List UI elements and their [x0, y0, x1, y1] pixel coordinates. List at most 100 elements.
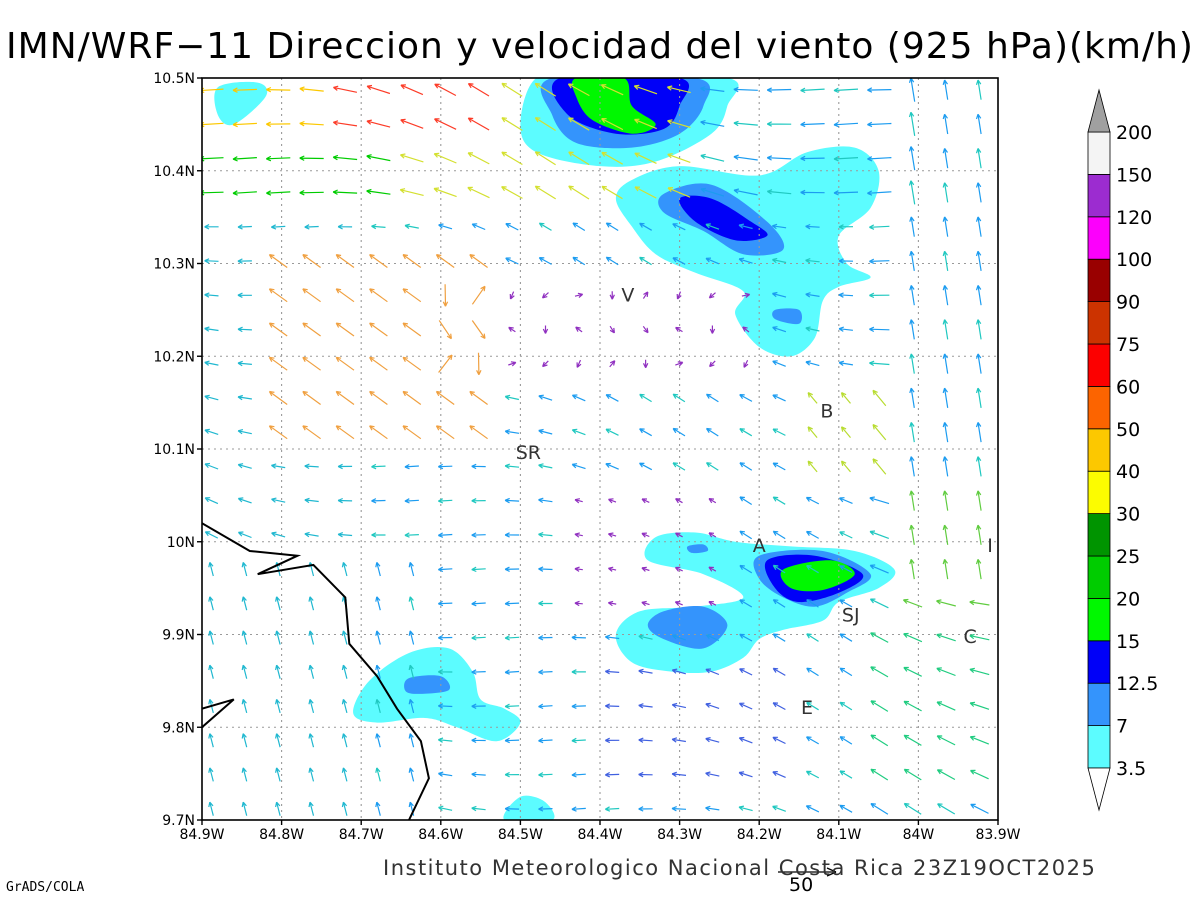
wind-vector — [942, 558, 949, 580]
wind-vector — [838, 258, 854, 264]
wind-vector — [538, 772, 553, 778]
wind-vector — [800, 121, 825, 128]
wind-vector — [433, 187, 457, 198]
wind-vector — [471, 320, 486, 340]
wind-vector — [708, 566, 717, 572]
wind-vector — [739, 668, 753, 676]
legend-label: 50 — [1116, 419, 1140, 441]
wind-vector — [232, 87, 257, 93]
wind-vector — [840, 460, 851, 473]
wind-vector — [869, 258, 890, 264]
wind-vector — [969, 701, 990, 710]
wind-vector — [605, 737, 620, 744]
wind-vector — [739, 633, 753, 642]
wind-vector — [705, 668, 720, 676]
wind-vector — [667, 119, 691, 129]
wind-vector — [541, 292, 549, 299]
wind-vector — [469, 254, 488, 268]
wind-vector — [642, 325, 649, 334]
wind-vector — [237, 463, 252, 469]
wind-vector — [501, 82, 523, 97]
wind-vector — [674, 566, 683, 572]
wind-vector — [208, 596, 214, 611]
wind-vector — [838, 326, 853, 332]
wind-vector — [806, 565, 819, 574]
wind-vector — [538, 222, 552, 231]
wind-vector — [538, 600, 553, 607]
x-tick-label: 84.4W — [577, 827, 622, 843]
wind-vector — [805, 292, 820, 298]
y-tick-label: 10.3N — [153, 257, 195, 273]
wind-vector — [375, 664, 381, 679]
wind-vector — [404, 223, 419, 229]
wind-vector — [442, 284, 449, 307]
wind-vector — [268, 356, 288, 371]
wind-vector — [975, 182, 982, 203]
y-tick-label: 10.1N — [153, 442, 195, 458]
wind-vector — [671, 634, 686, 641]
wind-vector — [672, 393, 686, 403]
coastline-segment — [202, 522, 430, 820]
wind-vector — [241, 699, 248, 714]
wind-vector — [672, 462, 686, 471]
wind-vector — [335, 322, 355, 337]
wind-vector — [504, 737, 520, 744]
wind-vector — [869, 224, 890, 230]
wind-vector — [504, 669, 520, 675]
wind-vector — [772, 702, 786, 711]
wind-vector — [241, 562, 248, 577]
wind-speed-shading — [214, 78, 896, 820]
wind-vector — [571, 703, 586, 709]
wind-vector — [341, 801, 348, 816]
wind-vector — [402, 356, 422, 371]
wind-vector — [641, 566, 650, 572]
wind-vector — [275, 767, 281, 782]
wind-vector — [638, 806, 653, 812]
wind-vector — [942, 148, 949, 169]
wind-vector — [772, 257, 787, 264]
wind-vector — [601, 185, 623, 200]
wind-vector — [237, 326, 252, 333]
wind-vector — [435, 390, 455, 405]
wind-vector — [872, 389, 887, 407]
wind-vector — [609, 291, 615, 300]
wind-vector — [639, 256, 652, 266]
wind-vector — [975, 524, 982, 545]
wind-vector — [504, 806, 520, 812]
wind-vector — [375, 801, 381, 816]
wind-vector — [275, 801, 281, 816]
wind-vector — [369, 356, 388, 371]
wind-vector — [275, 699, 281, 714]
wind-vector — [642, 359, 649, 369]
wind-vector — [738, 702, 753, 710]
wind-vector — [942, 319, 949, 340]
wind-vector — [675, 532, 683, 538]
wind-vector — [705, 462, 719, 471]
wind-vector — [534, 117, 556, 132]
wind-vector — [332, 120, 358, 127]
x-tick-label: 84.2W — [737, 827, 782, 843]
wind-vector — [705, 771, 720, 777]
wind-vector — [772, 496, 786, 505]
wind-vector — [571, 428, 586, 436]
wind-vector — [402, 322, 422, 337]
wind-vector — [504, 771, 520, 778]
wind-vector — [467, 186, 490, 199]
wind-vector — [241, 733, 248, 748]
wind-vector — [308, 630, 315, 645]
wind-vector — [604, 634, 620, 641]
wind-vector — [400, 118, 424, 129]
wind-vector — [975, 558, 982, 580]
wind-vector — [838, 292, 854, 298]
wind-vector — [839, 599, 853, 608]
legend-swatch — [1087, 725, 1111, 769]
wind-vector — [408, 767, 415, 782]
wind-vector — [942, 387, 949, 408]
wind-vector — [942, 353, 949, 374]
wind-vector — [908, 146, 916, 171]
wind-vector — [634, 152, 657, 164]
wind-vector — [341, 562, 348, 577]
wind-vector — [275, 664, 281, 679]
wind-vector — [302, 390, 321, 405]
wind-vector — [438, 463, 453, 470]
